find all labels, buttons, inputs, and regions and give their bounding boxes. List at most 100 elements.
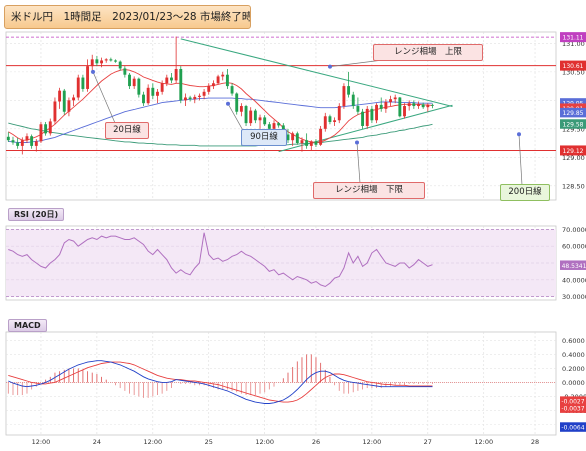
candle [286, 128, 290, 144]
candle-body [211, 83, 215, 87]
candle-body [67, 100, 71, 112]
range-lower-callout: レンジ相場 下限 [313, 182, 425, 199]
candle [263, 115, 267, 126]
candle-body [225, 74, 229, 87]
candle [174, 36, 178, 84]
candle-body [174, 69, 178, 81]
candle [239, 103, 243, 117]
trend-line-upper [180, 38, 453, 107]
candle-body [207, 86, 211, 92]
candle-body [328, 116, 332, 122]
candle [53, 97, 57, 125]
candle-body [221, 74, 225, 77]
macd-line [8, 360, 433, 404]
candle [370, 106, 374, 124]
range-upper-callout: レンジ相場 上限 [373, 44, 483, 61]
candle [11, 136, 15, 145]
candle-body [370, 108, 374, 121]
rsi-current-label: 48.5341 [562, 263, 586, 270]
candle-body [95, 59, 99, 64]
candle [197, 93, 201, 101]
level-tag-range_upper [560, 60, 586, 71]
x-tick-label-3: 25 [205, 438, 213, 446]
candle-body [347, 86, 351, 95]
price-tick-label-0: 131.00 [562, 40, 585, 48]
candle-body [100, 60, 103, 64]
candle [62, 88, 66, 115]
candle-body [300, 140, 304, 144]
candle-body [104, 59, 108, 61]
candle-body [16, 142, 20, 146]
candle-body [128, 74, 131, 87]
candle [188, 95, 192, 102]
candle [230, 83, 234, 96]
candle [104, 58, 108, 63]
candle-body [81, 77, 85, 89]
candle-body [337, 106, 341, 121]
candle [309, 140, 313, 151]
candle-body [235, 93, 239, 112]
candle [351, 91, 355, 109]
x-tick-label-5: 26 [312, 438, 320, 446]
price-panel-frame [5, 31, 557, 201]
candle [67, 97, 71, 117]
candle [132, 76, 136, 89]
candle-body [351, 94, 355, 107]
price-tick-label-5: 128.50 [562, 182, 585, 190]
candle-body [333, 120, 337, 122]
candle-body [272, 123, 276, 129]
callout-dot-4 [517, 132, 521, 137]
candle-body [314, 141, 318, 145]
candle-body [421, 104, 425, 108]
candle-body [109, 59, 113, 61]
candle-body [53, 101, 57, 122]
callout-pointer-0 [329, 59, 384, 67]
candle [48, 118, 52, 136]
candle [235, 92, 239, 115]
candle [323, 112, 327, 132]
x-tick-label-8: 12:00 [474, 438, 493, 446]
candle [30, 134, 34, 149]
candle-body [417, 104, 420, 107]
rsi-tick-label-1: 60.0000 [562, 243, 586, 251]
candle [398, 96, 402, 118]
candle-body [202, 91, 206, 96]
candle-body [146, 87, 150, 104]
level-tag-label-range_lower: 129.12 [563, 148, 584, 155]
candle-body [295, 133, 299, 144]
macd-value-label-1: -0.0037 [561, 406, 584, 413]
rsi-tick-label-3: 40.0000 [562, 276, 586, 284]
x-tick-label-7: 27 [424, 438, 432, 446]
price-tag-2 [560, 107, 586, 118]
candle-body [267, 124, 271, 129]
candle [146, 84, 150, 105]
candle-body [375, 104, 378, 121]
candle [58, 87, 62, 109]
candle [16, 137, 20, 149]
candle-body [39, 124, 43, 142]
macd-tick-label-0: 0.6000 [562, 337, 585, 345]
rsi-current-tag [560, 260, 586, 270]
candle-body [323, 116, 327, 129]
candle-body [20, 140, 24, 146]
level-tag-high_dotted [560, 32, 586, 43]
macd-value-tag-2 [560, 422, 586, 432]
candle [25, 133, 29, 144]
candle-body [365, 108, 369, 126]
candle [393, 94, 397, 104]
candle-body [6, 136, 10, 141]
candle-body [165, 77, 169, 84]
candle [142, 91, 145, 107]
x-tick-label-2: 12:00 [143, 438, 162, 446]
rsi-line [8, 232, 433, 288]
ma90-callout: 90日線 [241, 129, 287, 146]
candle-body [34, 141, 38, 146]
candle [20, 137, 24, 155]
macd-signal-line [8, 361, 433, 403]
x-tick-label-1: 24 [93, 438, 101, 446]
candle [34, 139, 38, 152]
candle-body [44, 124, 48, 134]
candle-body [62, 90, 66, 112]
candle [412, 100, 416, 109]
chart-title: 米ドル円 1時間足 2023/01/23～28 市場終了時 チャート形状 [4, 5, 251, 29]
